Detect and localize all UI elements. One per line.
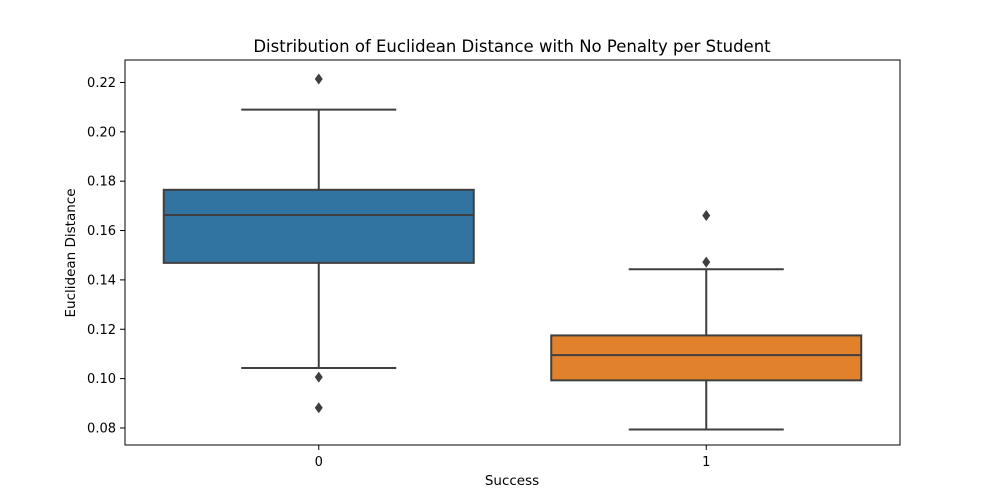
outlier-marker xyxy=(314,73,323,85)
y-tick-label: 0.10 xyxy=(87,372,116,387)
chart-title: Distribution of Euclidean Distance with … xyxy=(253,37,771,56)
y-tick-label: 0.22 xyxy=(87,76,116,91)
box-group-1 xyxy=(550,209,863,431)
y-tick-label: 0.18 xyxy=(87,175,116,190)
box-iqr xyxy=(550,334,863,382)
outlier-marker xyxy=(702,209,711,221)
plot-frame xyxy=(124,59,901,446)
y-tick-label: 0.20 xyxy=(87,125,116,140)
x-tick-label: 0 xyxy=(315,455,323,470)
outlier-marker xyxy=(314,371,323,383)
x-tick-label: 1 xyxy=(702,455,710,470)
x-axis-label: Success xyxy=(485,473,539,489)
y-tick-label: 0.08 xyxy=(87,421,116,436)
y-tick-label: 0.12 xyxy=(87,323,116,338)
y-axis: 0.08 0.10 0.12 0.14 0.16 0.18 0.20 0.22 xyxy=(87,76,125,436)
box-iqr xyxy=(162,188,475,264)
y-tick-label: 0.14 xyxy=(87,273,116,288)
box-group-0 xyxy=(162,73,475,414)
plot-area xyxy=(162,73,863,431)
y-axis-label: Euclidean Distance xyxy=(63,188,79,317)
y-tick-label: 0.16 xyxy=(87,224,116,239)
outlier-marker xyxy=(314,402,323,414)
outlier-marker xyxy=(702,256,711,268)
